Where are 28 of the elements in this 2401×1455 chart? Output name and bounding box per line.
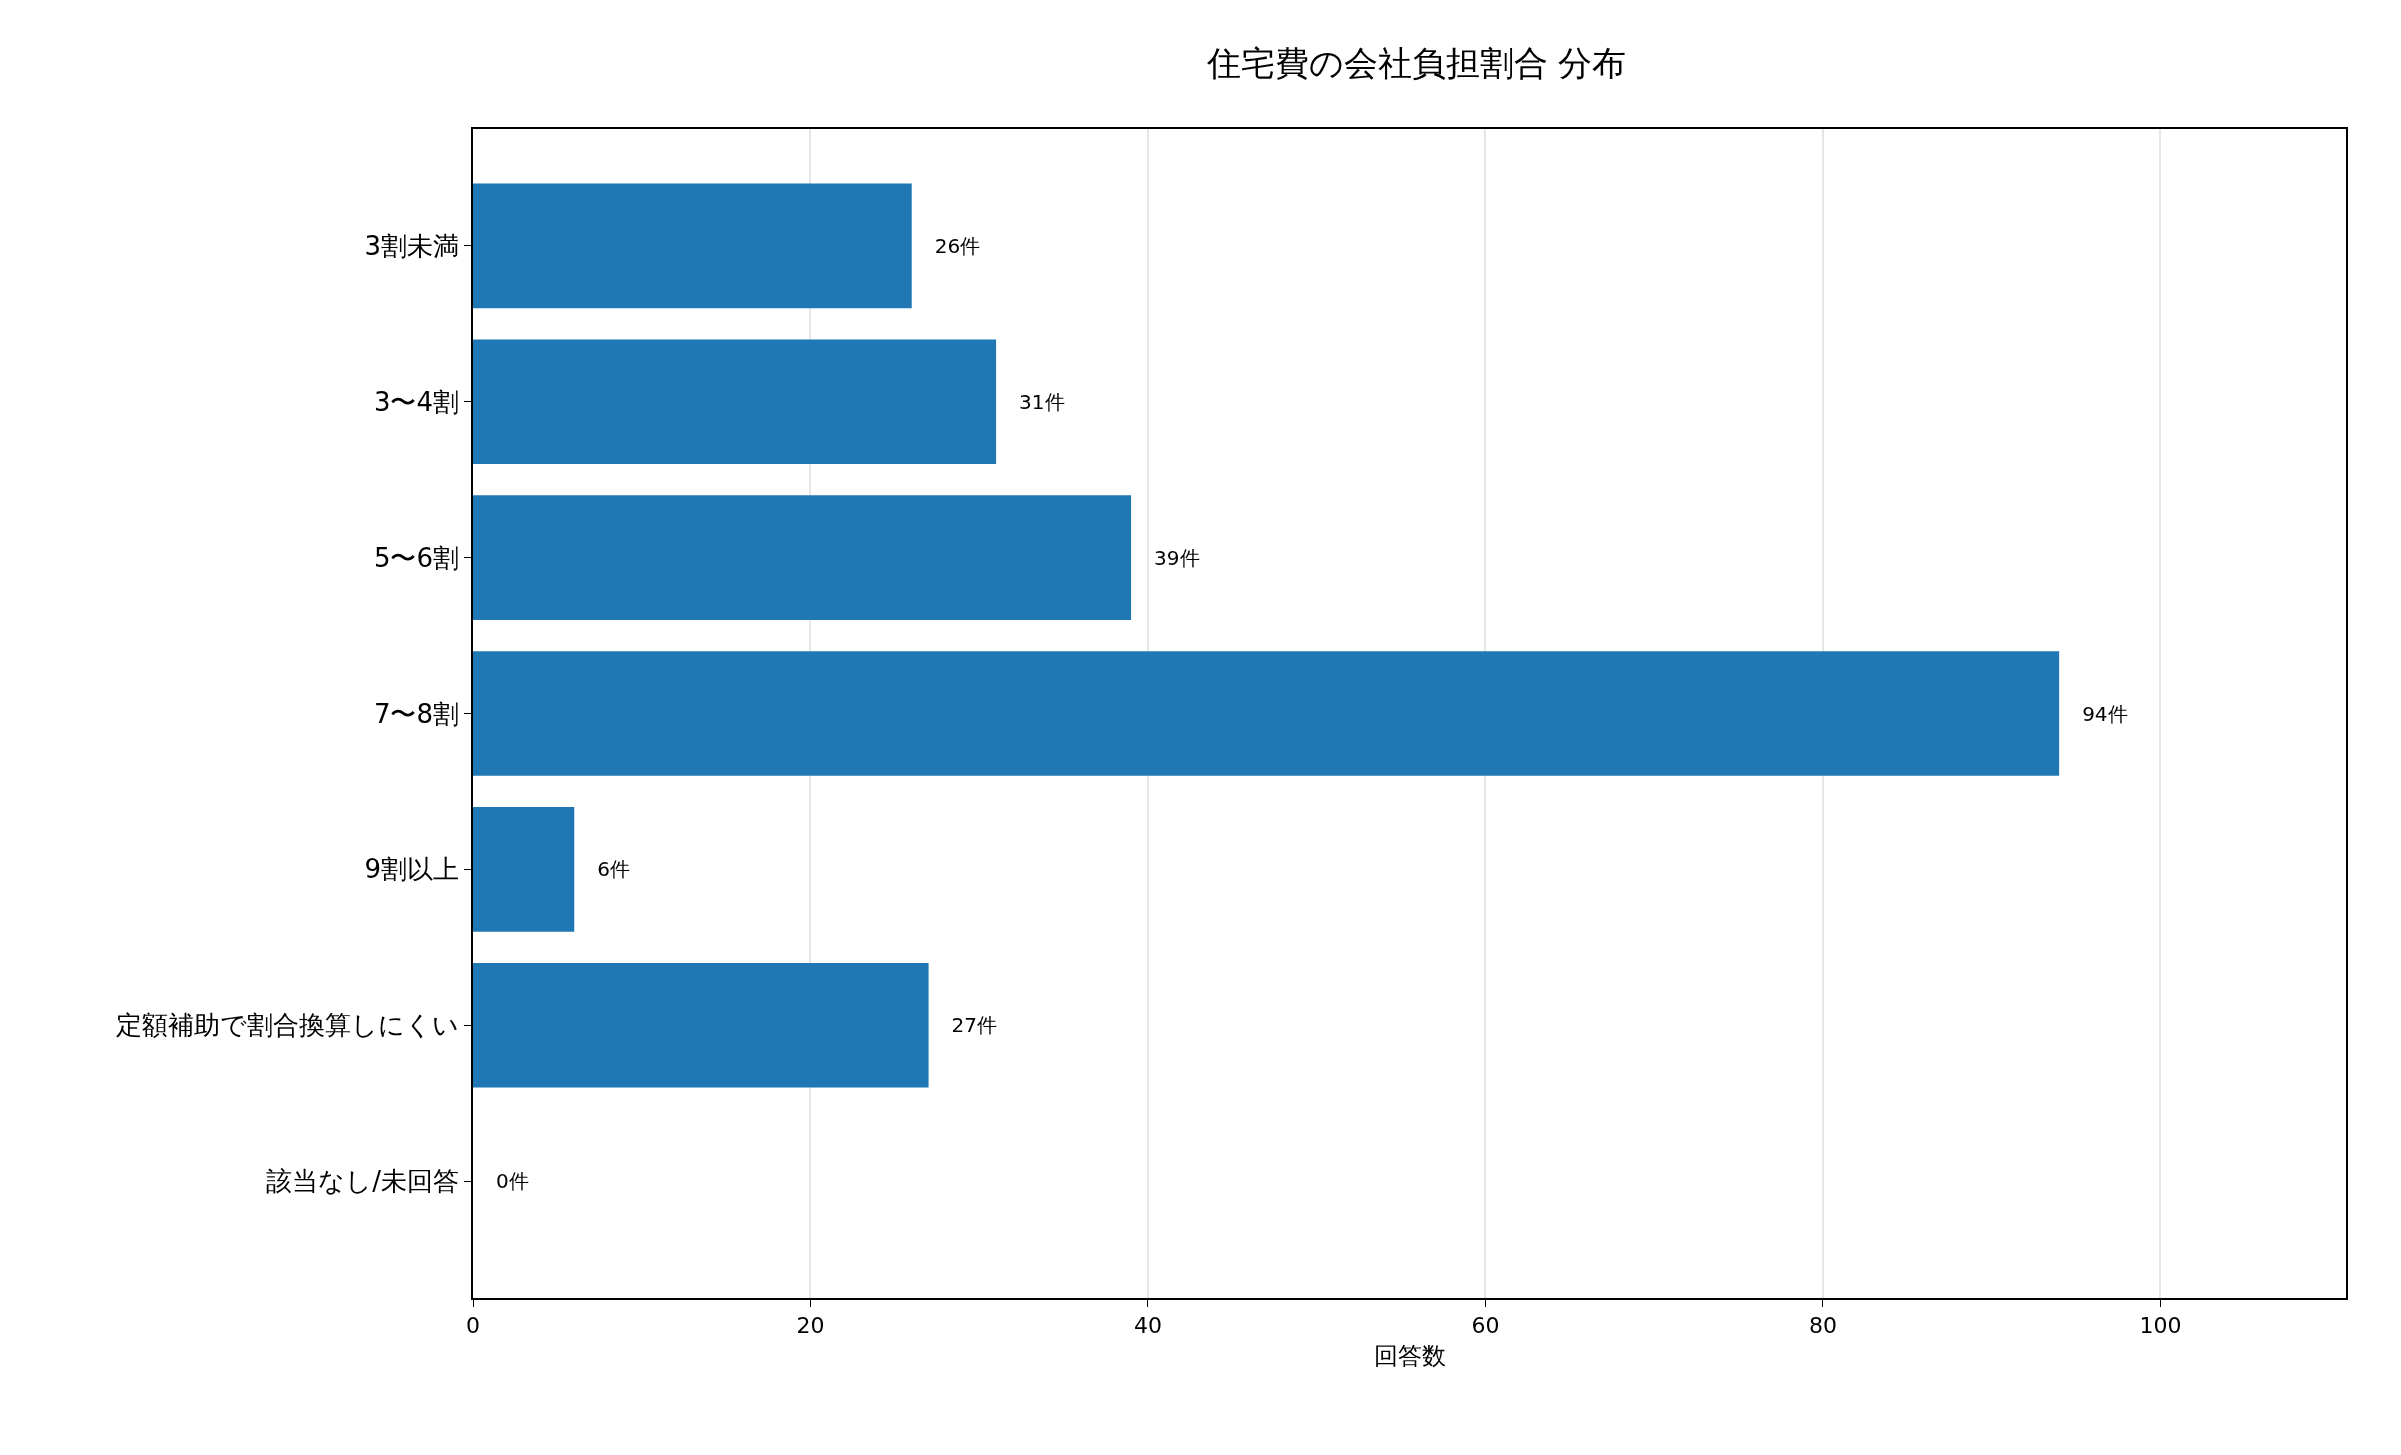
y-tick-label: 3〜4割	[373, 386, 460, 417]
chart-title: 住宅費の会社負担割合 分布	[1205, 42, 1627, 83]
bar	[473, 339, 997, 465]
y-tick-label: 5〜6割	[373, 542, 460, 573]
bar	[473, 495, 1132, 620]
y-tick-label: 該当なし/未回答	[266, 1166, 460, 1197]
x-tick-label: 100	[2139, 1313, 2182, 1339]
data-label: 31件	[999, 389, 1065, 414]
y-tick-label: 定額補助で割合換算しにくい	[116, 1010, 460, 1041]
data-label: 26件	[914, 233, 981, 258]
data-label: 39件	[1134, 545, 1200, 570]
data-label: 27件	[931, 1013, 998, 1038]
x-tick-label: 40	[1133, 1313, 1162, 1339]
x-tick-label: 20	[796, 1313, 825, 1339]
y-tick-label: 3割未満	[364, 231, 460, 261]
bar	[473, 651, 2060, 776]
y-tick-label: 9割以上	[364, 854, 460, 885]
x-axis-title: 回答数	[1373, 1341, 1446, 1370]
bar	[473, 183, 912, 309]
x-tick-label: 60	[1471, 1313, 1500, 1339]
y-tick-label: 7〜8割	[373, 698, 460, 729]
x-tick-label: 80	[1808, 1313, 1837, 1339]
bar	[473, 807, 575, 932]
data-label: 6件	[577, 857, 630, 882]
data-label: 0件	[476, 1169, 529, 1194]
x-tick-label: 0	[466, 1313, 480, 1339]
bar	[473, 962, 929, 1088]
data-label: 94件	[2062, 701, 2128, 726]
